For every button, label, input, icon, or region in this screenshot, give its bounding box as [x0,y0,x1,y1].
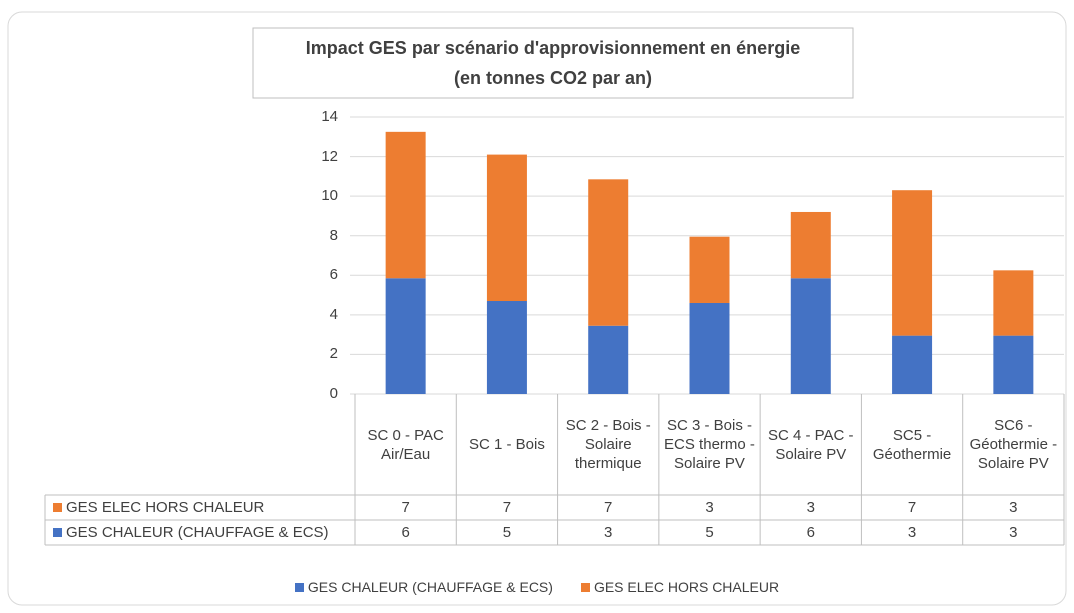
category-label: SC 1 - Bois [468,436,545,453]
bar-segment [486,154,527,302]
bar-segment [588,325,629,394]
y-tick-label: 8 [329,226,338,244]
legend-key [580,583,590,592]
legend-key [294,583,304,592]
table-value: 5 [502,524,512,541]
category-label: SC 4 - PAC - Solaire PV [767,426,854,463]
chart-border [7,11,1067,606]
table-value: 3 [604,524,613,541]
table-value: 5 [705,524,714,541]
table-value: 3 [907,524,917,541]
table-value: 3 [1009,499,1018,516]
y-tick-label: 12 [321,147,338,165]
chart-title: Impact GES par scénario d'approvisionnem… [253,33,853,93]
y-tick-label: 2 [329,345,338,363]
table-value: 7 [401,499,410,516]
bar-segment [790,278,831,394]
bar-segment [588,179,629,326]
legend-item: GES ELEC HORS CHALEUR [580,579,780,595]
bar-segment [689,302,730,394]
table-value: 7 [907,499,917,516]
table-value: 3 [806,499,815,516]
title-line: Impact GES par scénario d'approvisionnem… [305,38,801,58]
y-tick-label: 14 [321,108,338,125]
category-label: SC5 - Géothermie [872,426,952,463]
bar-segment [993,335,1034,394]
category-label: SC 3 - Bois - ECS thermo - Solaire PV [664,417,755,472]
table-row-header: GES CHALEUR (CHAUFFAGE & ECS) [45,520,355,545]
bar-segment [892,190,933,336]
y-tick-label: 10 [321,187,338,205]
legend: GES CHALEUR (CHAUFFAGE & ECS) GES ELEC HO… [0,579,1074,595]
table-row-header: GES ELEC HORS CHALEUR [45,495,355,520]
title-line: (en tonnes CO2 par an) [453,68,653,88]
series-name: GES ELEC HORS CHALEUR [66,499,265,516]
legend-key [53,503,62,512]
bar-segment [993,270,1034,336]
table-value: 6 [806,524,815,541]
bar-segment [385,131,426,279]
title-box [252,27,854,99]
bar-segment [790,211,831,279]
bar-segment [689,236,730,303]
category-label: SC6 - Géothermie - Solaire PV [969,417,1058,472]
series-name: GES CHALEUR (CHAUFFAGE & ECS) [66,524,329,541]
table-value: 3 [705,499,714,516]
table-value: 7 [502,499,512,516]
table-value: 3 [1009,524,1018,541]
y-tick-label: 6 [329,266,338,284]
y-tick-label: 0 [329,385,338,402]
bar-segment [892,335,933,394]
legend-item: GES CHALEUR (CHAUFFAGE & ECS) [294,579,553,595]
category-label: SC 0 - PAC Air/Eau [367,426,444,463]
bar-segment [486,301,527,394]
legend-key [53,528,62,537]
y-tick-label: 4 [329,305,338,323]
table-value: 7 [604,499,613,516]
category-label: SC 2 - Bois - Solaire thermique [565,417,651,472]
legend-label: GES ELEC HORS CHALEUR [593,579,780,595]
legend-label: GES CHALEUR (CHAUFFAGE & ECS) [307,579,553,595]
bar-segment [385,278,426,394]
table-value: 6 [401,524,410,541]
